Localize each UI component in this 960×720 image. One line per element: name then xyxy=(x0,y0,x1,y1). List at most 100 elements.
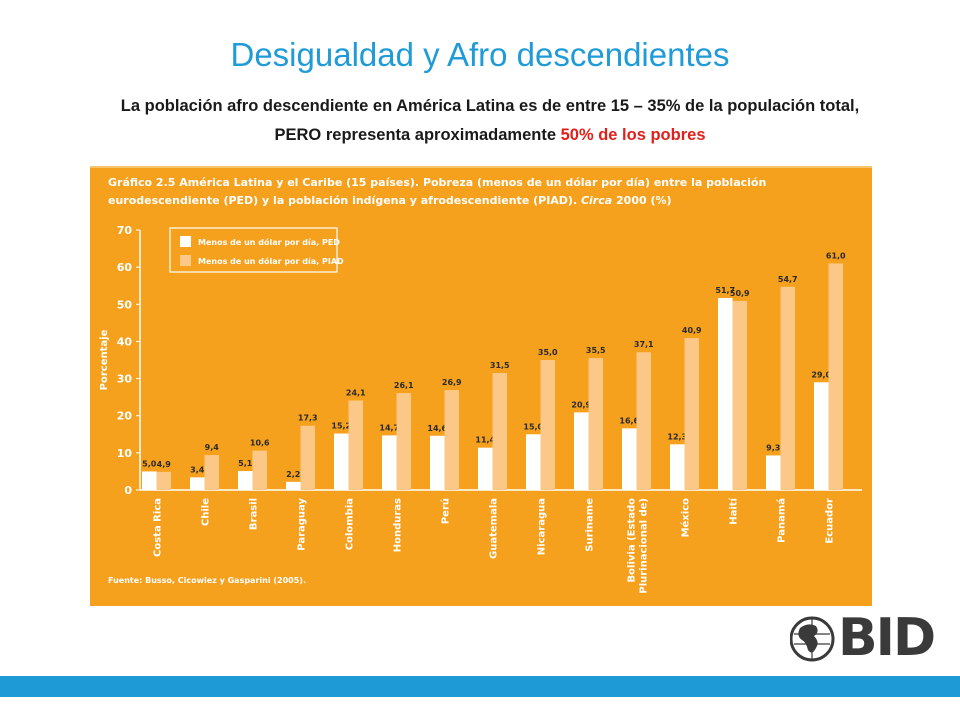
bar xyxy=(492,373,507,490)
bar xyxy=(156,471,171,490)
chart-source: Fuente: Busso, Cicowiez y Gasparini (200… xyxy=(108,576,306,585)
category-label: Haití xyxy=(728,497,740,524)
bar xyxy=(622,428,637,490)
category-label: Perú xyxy=(440,498,452,524)
bar-value-label: 61,0 xyxy=(826,251,846,260)
bar-value-label: 12,3 xyxy=(667,432,687,441)
bar xyxy=(142,471,157,490)
bar xyxy=(828,263,843,490)
bar xyxy=(526,434,541,490)
bar-value-label: 15,2 xyxy=(331,422,351,431)
bar xyxy=(636,352,651,490)
category-label: Colombia xyxy=(345,498,356,550)
bar-value-label: 26,9 xyxy=(442,378,462,387)
y-tick-label: 40 xyxy=(117,335,133,348)
category-label: Brasil xyxy=(249,498,260,530)
bar xyxy=(670,444,685,490)
bar-value-label: 20,9 xyxy=(571,400,591,409)
bid-globe-icon xyxy=(790,616,835,662)
category-label: Costa Rica xyxy=(153,498,164,557)
bar-value-label: 5,0 xyxy=(142,459,157,468)
category-label: Nicaragua xyxy=(537,498,548,555)
category-label: Bolivia (Estado xyxy=(627,498,638,583)
bar xyxy=(684,338,699,490)
chart-title-part-2: 2000 (%) xyxy=(612,194,671,207)
bar xyxy=(444,390,459,490)
bar-value-label: 31,5 xyxy=(490,361,510,370)
bar-value-label: 5,1 xyxy=(238,459,253,468)
chart-title-line-2: eurodescendiente (PED) y la población in… xyxy=(108,194,672,207)
subtitle-text: La población afro descendiente en Améric… xyxy=(120,97,860,144)
bar-value-label: 35,5 xyxy=(586,346,606,355)
category-label: Panamá xyxy=(776,498,788,543)
bar-value-label: 2,2 xyxy=(286,470,300,479)
legend-label: Menos de un dólar por día, PED xyxy=(198,237,340,247)
y-tick-label: 30 xyxy=(117,373,133,386)
subtitle-highlight: 50% de los pobres xyxy=(560,126,706,144)
bar-value-label: 35,0 xyxy=(538,348,558,357)
bar xyxy=(732,300,747,490)
bar xyxy=(396,393,411,490)
bar xyxy=(588,358,603,490)
bar-value-label: 14,7 xyxy=(379,423,399,432)
category-label: Chile xyxy=(201,498,212,526)
bar-value-label: 51,7 xyxy=(715,286,735,295)
bar xyxy=(540,360,555,490)
bar xyxy=(300,425,315,490)
bar xyxy=(252,450,267,490)
bar xyxy=(718,297,733,490)
bar xyxy=(382,435,397,490)
bar-value-label: 16,6 xyxy=(619,416,639,425)
bar-value-label: 50,9 xyxy=(730,289,750,298)
bar xyxy=(478,447,493,490)
chart-title-line-1: Gráfico 2.5 América Latina y el Caribe (… xyxy=(108,176,766,189)
slide-title: Desigualdad y Afro descendientes xyxy=(230,36,730,73)
y-tick-label: 0 xyxy=(124,484,132,497)
y-tick-label: 20 xyxy=(117,410,133,423)
category-label: México xyxy=(680,498,692,538)
slide-subtitle: La población afro descendiente en Améric… xyxy=(100,92,880,150)
bar-value-label: 26,1 xyxy=(394,381,414,390)
category-label: Guatemala xyxy=(489,498,500,559)
chart-title-part-0: eurodescendiente (PED) y la población in… xyxy=(108,194,581,207)
bar xyxy=(574,412,589,490)
bar xyxy=(766,455,781,490)
bar-value-label: 14,6 xyxy=(427,424,447,433)
category-label: Paraguay xyxy=(297,498,308,551)
y-tick-label: 10 xyxy=(117,447,133,460)
legend-swatch xyxy=(180,255,191,266)
bar-value-label: 11,4 xyxy=(475,436,495,445)
bar-value-label: 3,4 xyxy=(190,465,205,474)
bar-value-label: 17,3 xyxy=(298,414,318,423)
bar xyxy=(780,286,795,490)
bar xyxy=(286,481,301,490)
bar xyxy=(238,471,253,490)
bar-value-label: 4,9 xyxy=(157,460,172,469)
chart-title-part-1: Circa xyxy=(581,194,612,207)
y-tick-label: 60 xyxy=(117,261,133,274)
bar xyxy=(348,400,363,490)
y-axis-label: Porcentaje xyxy=(99,329,110,390)
legend-swatch xyxy=(180,236,191,247)
bar-value-label: 37,1 xyxy=(634,340,654,349)
legend-label: Menos de un dólar por día, PIAD xyxy=(198,256,344,266)
bar-value-label: 9,3 xyxy=(766,443,780,452)
bar xyxy=(204,455,219,490)
bar-value-label: 24,1 xyxy=(346,388,366,397)
bar xyxy=(430,435,445,490)
bar-value-label: 15,0 xyxy=(523,422,543,431)
bottom-bar xyxy=(0,676,960,697)
bar-value-label: 29,0 xyxy=(811,370,831,379)
category-label: Suriname xyxy=(585,498,596,552)
y-tick-label: 70 xyxy=(117,224,133,237)
bar xyxy=(334,433,349,490)
legend-box xyxy=(169,227,338,273)
bid-logo-text: BID xyxy=(838,608,936,668)
bar-value-label: 54,7 xyxy=(778,275,798,284)
category-label: Honduras xyxy=(393,498,404,552)
bar-value-label: 40,9 xyxy=(682,326,702,335)
bar-value-label: 10,6 xyxy=(250,439,270,448)
category-label: Ecuador xyxy=(825,498,836,544)
bar xyxy=(190,477,205,490)
